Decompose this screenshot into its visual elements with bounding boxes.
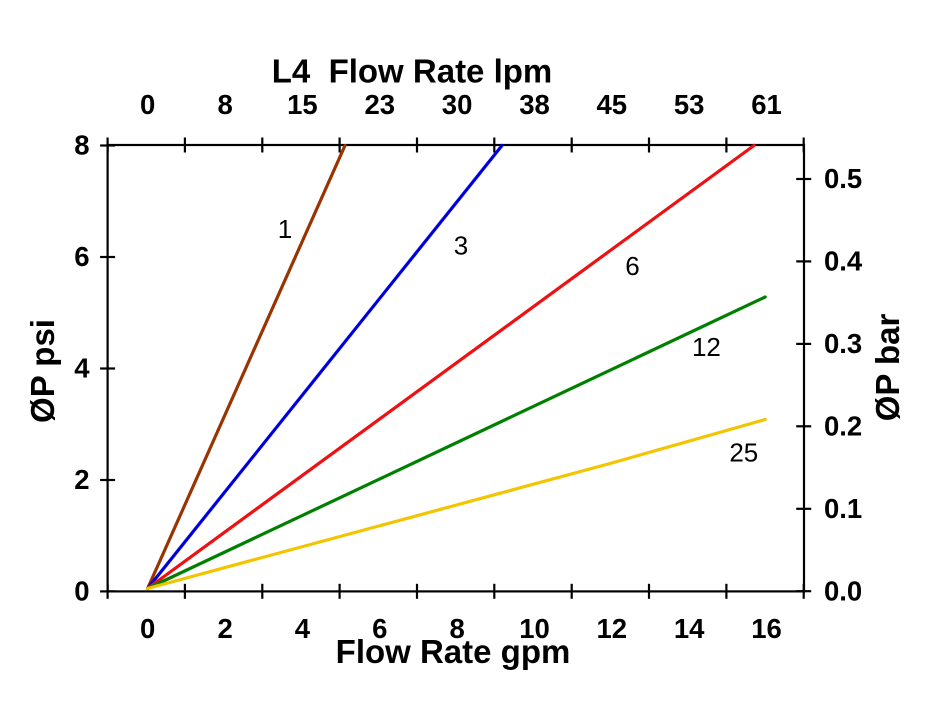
svg-text:ØP psi: ØP psi (24, 319, 61, 423)
svg-text:0: 0 (74, 576, 89, 607)
svg-text:2: 2 (217, 613, 232, 644)
svg-text:16: 16 (751, 613, 782, 644)
svg-text:ØP bar: ØP bar (869, 314, 906, 422)
svg-text:38: 38 (519, 89, 550, 120)
svg-text:0.4: 0.4 (824, 246, 863, 277)
svg-text:6: 6 (372, 613, 387, 644)
svg-text:8: 8 (449, 613, 464, 644)
svg-text:8: 8 (74, 130, 89, 161)
svg-text:15: 15 (287, 89, 318, 120)
svg-text:12: 12 (692, 332, 721, 362)
svg-text:6: 6 (625, 251, 639, 281)
svg-text:10: 10 (519, 613, 550, 644)
svg-text:0.3: 0.3 (824, 328, 862, 359)
svg-text:0.2: 0.2 (824, 411, 862, 442)
svg-text:53: 53 (674, 89, 705, 120)
svg-text:23: 23 (365, 89, 396, 120)
svg-text:45: 45 (597, 89, 628, 120)
svg-text:14: 14 (674, 613, 705, 644)
svg-text:L4 Flow Rate lpm: L4 Flow Rate lpm (272, 53, 553, 90)
svg-text:25: 25 (729, 438, 758, 468)
svg-text:0.0: 0.0 (824, 575, 862, 606)
svg-text:61: 61 (751, 89, 782, 120)
svg-text:0: 0 (140, 613, 155, 644)
svg-text:30: 30 (442, 89, 473, 120)
svg-text:4: 4 (74, 353, 90, 384)
svg-text:0.1: 0.1 (824, 493, 862, 524)
svg-text:6: 6 (74, 241, 89, 272)
svg-text:Flow Rate gpm: Flow Rate gpm (336, 633, 571, 670)
svg-text:12: 12 (597, 613, 628, 644)
svg-text:8: 8 (217, 89, 232, 120)
svg-text:4: 4 (295, 613, 311, 644)
svg-text:3: 3 (454, 231, 468, 261)
svg-text:1: 1 (278, 214, 292, 244)
svg-text:0: 0 (140, 89, 155, 120)
svg-text:0.5: 0.5 (824, 163, 862, 194)
svg-text:2: 2 (74, 464, 89, 495)
